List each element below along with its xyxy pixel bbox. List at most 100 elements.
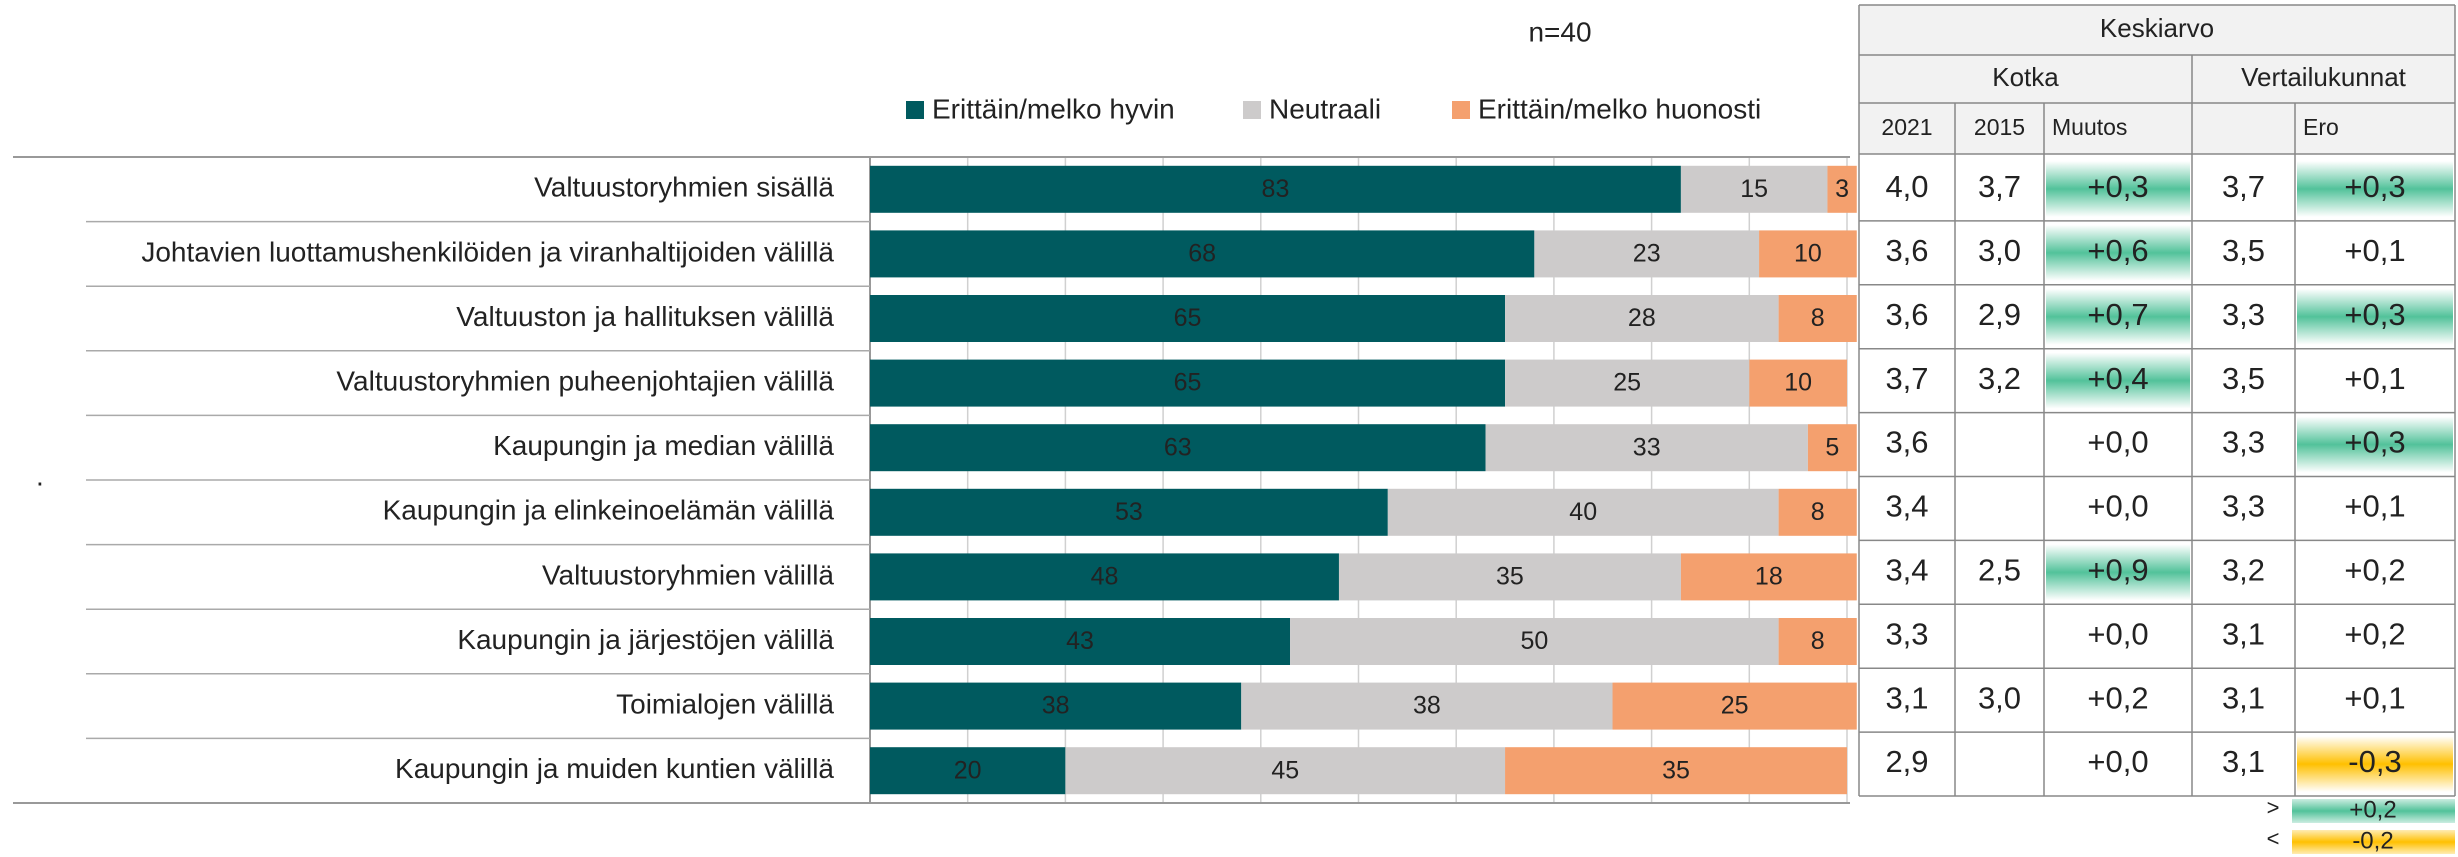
bar-segment [1778, 618, 1857, 665]
category-label: Kaupungin ja median välillä [493, 430, 834, 461]
category-label: Valtuustoryhmien sisällä [534, 172, 834, 203]
column-header: Ero [2303, 114, 2339, 140]
table-cell: +0,3 [2344, 425, 2405, 460]
table-cell: +0,0 [2087, 616, 2148, 651]
value-label: 25 [1721, 692, 1749, 720]
value-label: 35 [1496, 563, 1524, 591]
table-cell: +0,7 [2087, 297, 2148, 332]
table-title: Keskiarvo [2100, 13, 2214, 43]
table-cell: 3,3 [2222, 489, 2265, 524]
value-label: 8 [1811, 304, 1825, 332]
bar-segment [1534, 230, 1760, 278]
bar-segment [1807, 424, 1857, 472]
table-cell: 3,1 [2222, 616, 2265, 651]
table-cell: 3,0 [1978, 233, 2021, 268]
table-cell: 3,3 [1885, 616, 1928, 651]
table-cell: 3,5 [2222, 361, 2265, 396]
bar-segment [870, 682, 1242, 730]
legend-label: Neutraali [1269, 93, 1381, 124]
table-cell: +0,4 [2087, 361, 2148, 396]
table-cell: 3,1 [1885, 680, 1928, 715]
column-header: 2021 [1881, 114, 1932, 140]
column-header: Muutos [2052, 114, 2127, 140]
table-cell: 3,6 [1885, 233, 1928, 268]
legend-label: Erittäin/melko hyvin [932, 93, 1175, 124]
table-cell: +0,0 [2087, 744, 2148, 779]
value-label: 50 [1520, 627, 1548, 655]
table-cell: +0,3 [2344, 297, 2405, 332]
bar-segment [870, 488, 1388, 536]
table-cell: 3,7 [1885, 361, 1928, 396]
value-label: 5 [1825, 433, 1839, 461]
bar-segment [1759, 230, 1857, 278]
legend-highlight [2292, 799, 2455, 823]
table-cell: +0,0 [2087, 489, 2148, 524]
category-label: Valtuuston ja hallituksen välillä [456, 301, 834, 332]
category-label: Kaupungin ja järjestöjen välillä [457, 624, 834, 655]
table-cell: 3,3 [2222, 297, 2265, 332]
table-cell: +0,9 [2087, 553, 2148, 588]
n-label: n=40 [1528, 16, 1591, 47]
table-cell: +0,1 [2344, 489, 2405, 524]
table-cell: 3,2 [2222, 553, 2265, 588]
table-cell: 2,9 [1978, 297, 2021, 332]
bar-segment [1505, 359, 1750, 407]
value-label: 38 [1042, 692, 1070, 720]
cell-highlight [2297, 736, 2453, 792]
bar-segment [1778, 295, 1857, 342]
note: . [36, 460, 44, 491]
value-label: 23 [1633, 240, 1661, 268]
legend-label: Erittäin/melko huonosti [1478, 93, 1761, 124]
legend-swatch [906, 101, 924, 119]
value-label: 43 [1066, 627, 1094, 655]
bar-segment [1505, 747, 1847, 795]
table-cell: 2,9 [1885, 744, 1928, 779]
table-cell: +0,2 [2344, 616, 2405, 651]
category-label: Kaupungin ja muiden kuntien välillä [395, 753, 834, 784]
table-cell: 3,7 [1978, 169, 2021, 204]
legend-symbol: < [2267, 826, 2280, 851]
bar-segment [870, 359, 1506, 407]
table-cell: +0,0 [2087, 425, 2148, 460]
value-label: 28 [1628, 304, 1656, 332]
bar-segment [870, 230, 1535, 278]
table-cell: +0,3 [2087, 169, 2148, 204]
category-label: Valtuustoryhmien välillä [542, 559, 834, 590]
group-header: Vertailukunnat [2241, 62, 2407, 92]
bar-segment [1241, 682, 1613, 730]
table-cell: +0,6 [2087, 233, 2148, 268]
bar-segment [1387, 488, 1779, 536]
value-label: 45 [1271, 756, 1299, 784]
table-cell: 3,6 [1885, 297, 1928, 332]
column-header: 2015 [1974, 114, 2025, 140]
table-cell: 3,3 [2222, 425, 2265, 460]
bar-segment [1827, 165, 1857, 213]
cell-highlight [2046, 288, 2190, 345]
value-label: 15 [1740, 175, 1768, 203]
table-cell: -0,3 [2348, 744, 2401, 779]
bar-segment [870, 165, 1681, 213]
group-header: Kotka [1992, 62, 2059, 92]
bar-segment [870, 618, 1291, 665]
legend-symbol: > [2267, 795, 2280, 820]
value-label: 35 [1662, 756, 1690, 784]
value-label: 63 [1164, 433, 1192, 461]
table-cell: 3,1 [2222, 744, 2265, 779]
value-label: 40 [1569, 498, 1597, 526]
bar-segment [1505, 295, 1779, 342]
category-label: Johtavien luottamushenkilöiden ja viranh… [141, 236, 834, 267]
bar-segment [870, 553, 1339, 601]
value-label: 10 [1794, 240, 1822, 268]
value-label: 33 [1633, 433, 1661, 461]
value-label: 48 [1091, 563, 1119, 591]
cell-highlight [2046, 224, 2190, 281]
cell-highlight [2297, 288, 2453, 345]
bar-segment [1065, 747, 1506, 795]
cell-highlight [2297, 416, 2453, 473]
bar-segment [1778, 488, 1857, 536]
value-label: 25 [1613, 369, 1641, 397]
bar-segment [870, 424, 1486, 472]
cell-highlight [2046, 161, 2190, 217]
bar-segment [1680, 553, 1857, 601]
value-label: 18 [1755, 563, 1783, 591]
